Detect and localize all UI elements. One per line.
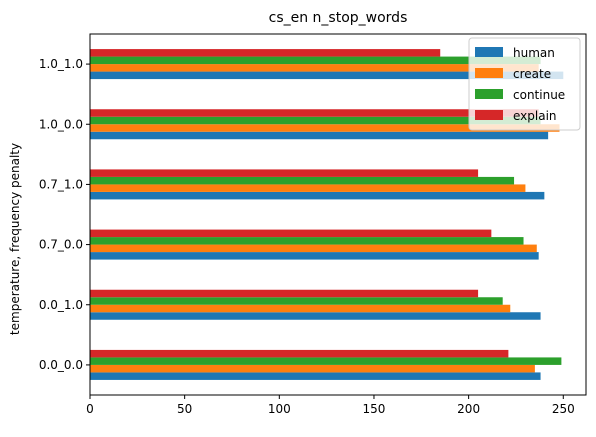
bar-explain-1.0_0.0	[90, 109, 539, 117]
y-tick-label: 0.7_1.0	[39, 177, 83, 191]
bar-human-0.7_1.0	[90, 191, 545, 200]
bar-create-0.0_0.0	[90, 364, 535, 373]
axes-layer: 0.0_0.0 0.0_1.0 0.7_0.0 0.7_1.0 1.0_0.0 1.0_1…	[39, 33, 587, 416]
bars-layer	[90, 49, 564, 380]
bar-create-0.7_1.0	[90, 184, 526, 192]
bar-explain-0.7_0.0	[90, 229, 492, 238]
y-axis-label: temperature, frequency penalty	[8, 143, 22, 335]
y-tick-label: 0.7_0.0	[39, 238, 83, 252]
bar-continue-0.0_0.0	[90, 357, 562, 365]
bar-human-1.0_0.0	[90, 131, 549, 140]
y-tick-label: 1.0_1.0	[39, 57, 83, 71]
bar-create-0.7_0.0	[90, 244, 537, 253]
legend: human create continue explain	[468, 37, 581, 131]
bar-human-1.0_1.0	[90, 71, 564, 80]
bar-continue-1.0_0.0	[90, 116, 541, 125]
bar-explain-1.0_1.0	[90, 49, 441, 57]
bar-continue-0.7_1.0	[90, 176, 515, 185]
bar-human-0.0_1.0	[90, 312, 541, 320]
x-tick-label: 50	[177, 402, 192, 416]
legend-label-human: human	[513, 46, 555, 60]
legend-label-explain: explain	[513, 109, 557, 123]
legend-label-continue: continue	[513, 88, 565, 102]
bar-create-1.0_0.0	[90, 124, 560, 132]
y-tick-label: 1.0_0.0	[39, 117, 83, 131]
legend-label-create: create	[513, 67, 551, 81]
bar-create-0.0_1.0	[90, 304, 511, 313]
bar-human-0.0_0.0	[90, 372, 541, 380]
legend-swatch-continue	[475, 89, 503, 99]
x-tick-label: 200	[457, 402, 480, 416]
legend-swatch-explain	[475, 110, 503, 120]
bar-create-1.0_1.0	[90, 64, 539, 72]
legend-box	[468, 37, 581, 131]
legend-swatch-create	[475, 68, 503, 78]
y-tick-label: 0.0_1.0	[39, 298, 83, 312]
plot-frame	[89, 33, 587, 396]
x-tick-label: 250	[552, 402, 575, 416]
x-tick-label: 100	[268, 402, 291, 416]
bar-continue-0.7_0.0	[90, 237, 524, 245]
bar-continue-0.0_1.0	[90, 297, 503, 305]
y-tick-label: 0.0_0.0	[39, 358, 83, 372]
x-tick-label: 150	[363, 402, 386, 416]
chart-title: cs_en n_stop_words	[269, 10, 408, 26]
bar-human-0.7_0.0	[90, 252, 539, 260]
bar-explain-0.0_1.0	[90, 289, 479, 298]
bar-explain-0.7_1.0	[90, 169, 479, 177]
legend-swatch-human	[475, 47, 503, 57]
bar-explain-0.0_0.0	[90, 349, 509, 358]
x-tick-label: 0	[86, 402, 94, 416]
bar-continue-1.0_1.0	[90, 56, 541, 65]
